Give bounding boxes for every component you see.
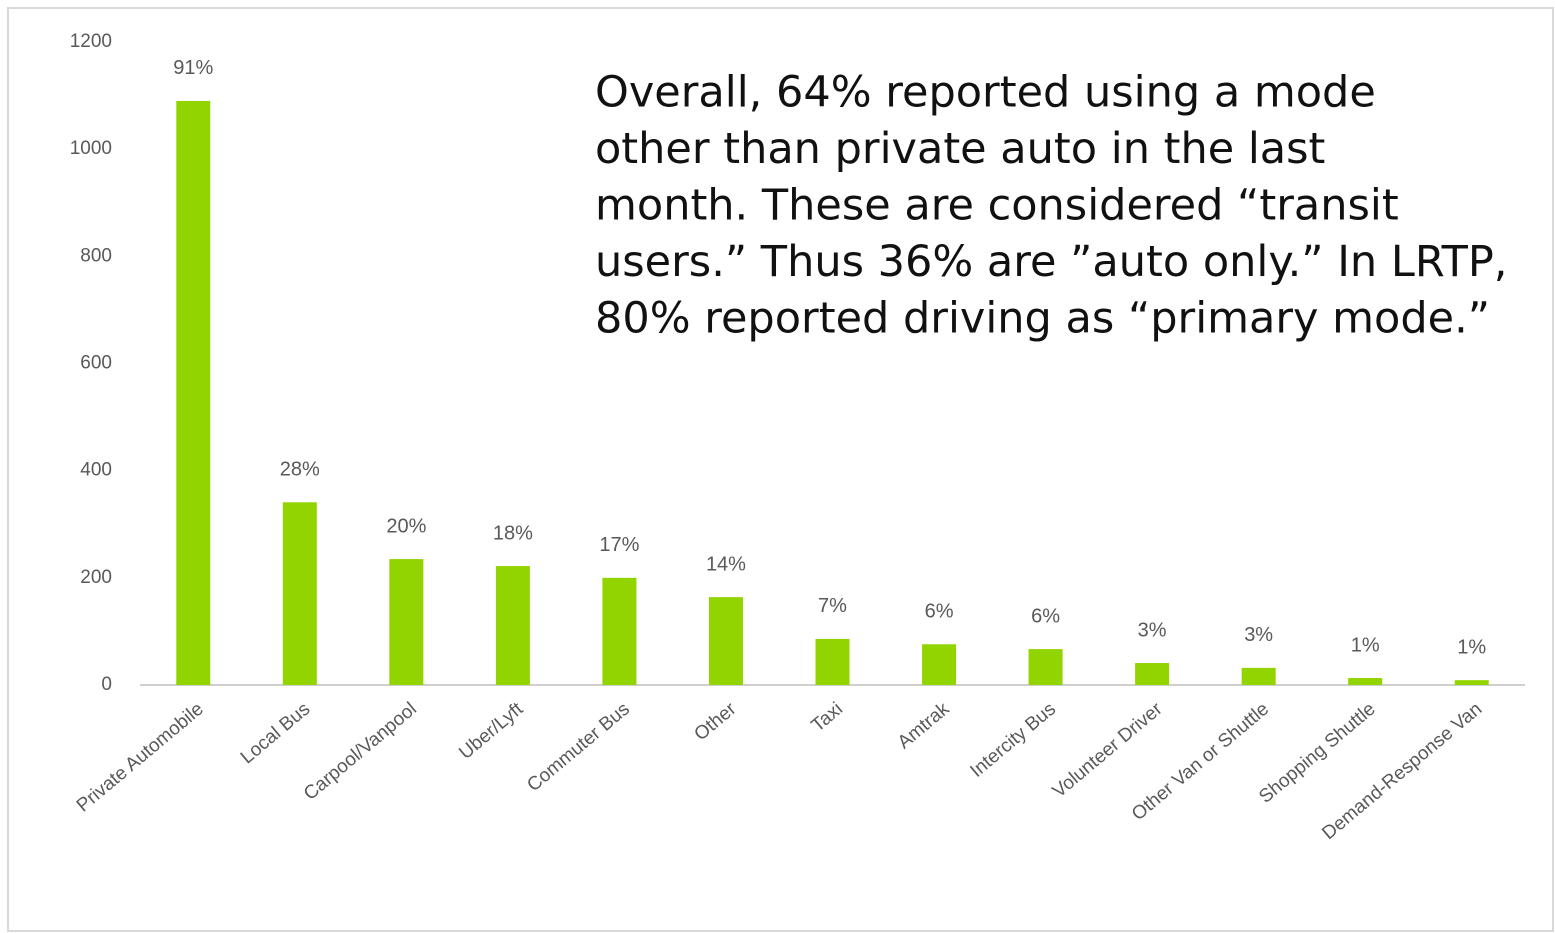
x-tick-label: Uber/Lyft xyxy=(455,698,528,764)
annotation: 80% reported driving as “primary mode.” xyxy=(595,294,1490,344)
bar xyxy=(389,559,424,685)
bar xyxy=(1135,663,1170,685)
annotation: other than private auto in the last xyxy=(595,124,1325,174)
bar xyxy=(602,577,637,685)
x-tick-label: Taxi xyxy=(808,699,847,737)
x-tick-label: Carpool/Vanpool xyxy=(300,699,421,805)
bar xyxy=(1241,667,1276,685)
data-label: 3% xyxy=(1138,619,1167,641)
x-tick-label: Other xyxy=(690,698,740,745)
y-tick-label: 800 xyxy=(80,245,112,266)
bar xyxy=(1028,649,1063,685)
bar xyxy=(176,100,211,686)
bar xyxy=(1348,678,1383,685)
chart-border xyxy=(7,7,1554,932)
x-tick-label: Volunteer Driver xyxy=(1049,698,1167,802)
data-label: 18% xyxy=(493,522,533,544)
data-label: 20% xyxy=(386,515,426,537)
data-label: 1% xyxy=(1351,634,1380,656)
data-label: 3% xyxy=(1244,624,1273,646)
y-tick-label: 1200 xyxy=(70,31,112,52)
bar xyxy=(282,502,317,685)
annotation: Overall, 64% reported using a mode xyxy=(595,68,1376,118)
x-tick-label: Private Automobile xyxy=(73,699,208,817)
data-label: 14% xyxy=(706,553,746,575)
y-tick-label: 200 xyxy=(80,567,112,588)
y-tick-label: 0 xyxy=(101,674,112,695)
data-label: 7% xyxy=(818,595,847,617)
y-tick-label: 1000 xyxy=(70,138,112,159)
bar xyxy=(815,638,850,685)
data-label: 6% xyxy=(1031,605,1060,627)
x-tick-label: Local Bus xyxy=(237,699,314,769)
bar xyxy=(495,566,530,685)
data-label: 6% xyxy=(925,601,954,623)
bar xyxy=(922,644,957,685)
bar xyxy=(708,597,743,685)
annotation: month. These are considered “transit xyxy=(595,181,1399,231)
x-tick-label: Intercity Bus xyxy=(966,699,1060,782)
x-tick-label: Commuter Bus xyxy=(523,699,634,797)
y-tick-label: 600 xyxy=(80,353,112,374)
data-label: 1% xyxy=(1457,636,1486,658)
annotation: users.” Thus 36% are ”auto only.” In LRT… xyxy=(595,237,1507,287)
y-tick-label: 400 xyxy=(80,460,112,481)
bar xyxy=(1454,680,1489,685)
data-label: 91% xyxy=(173,57,213,79)
data-label: 17% xyxy=(599,534,639,556)
data-label: 28% xyxy=(280,459,320,481)
x-tick-label: Amtrak xyxy=(894,698,954,753)
